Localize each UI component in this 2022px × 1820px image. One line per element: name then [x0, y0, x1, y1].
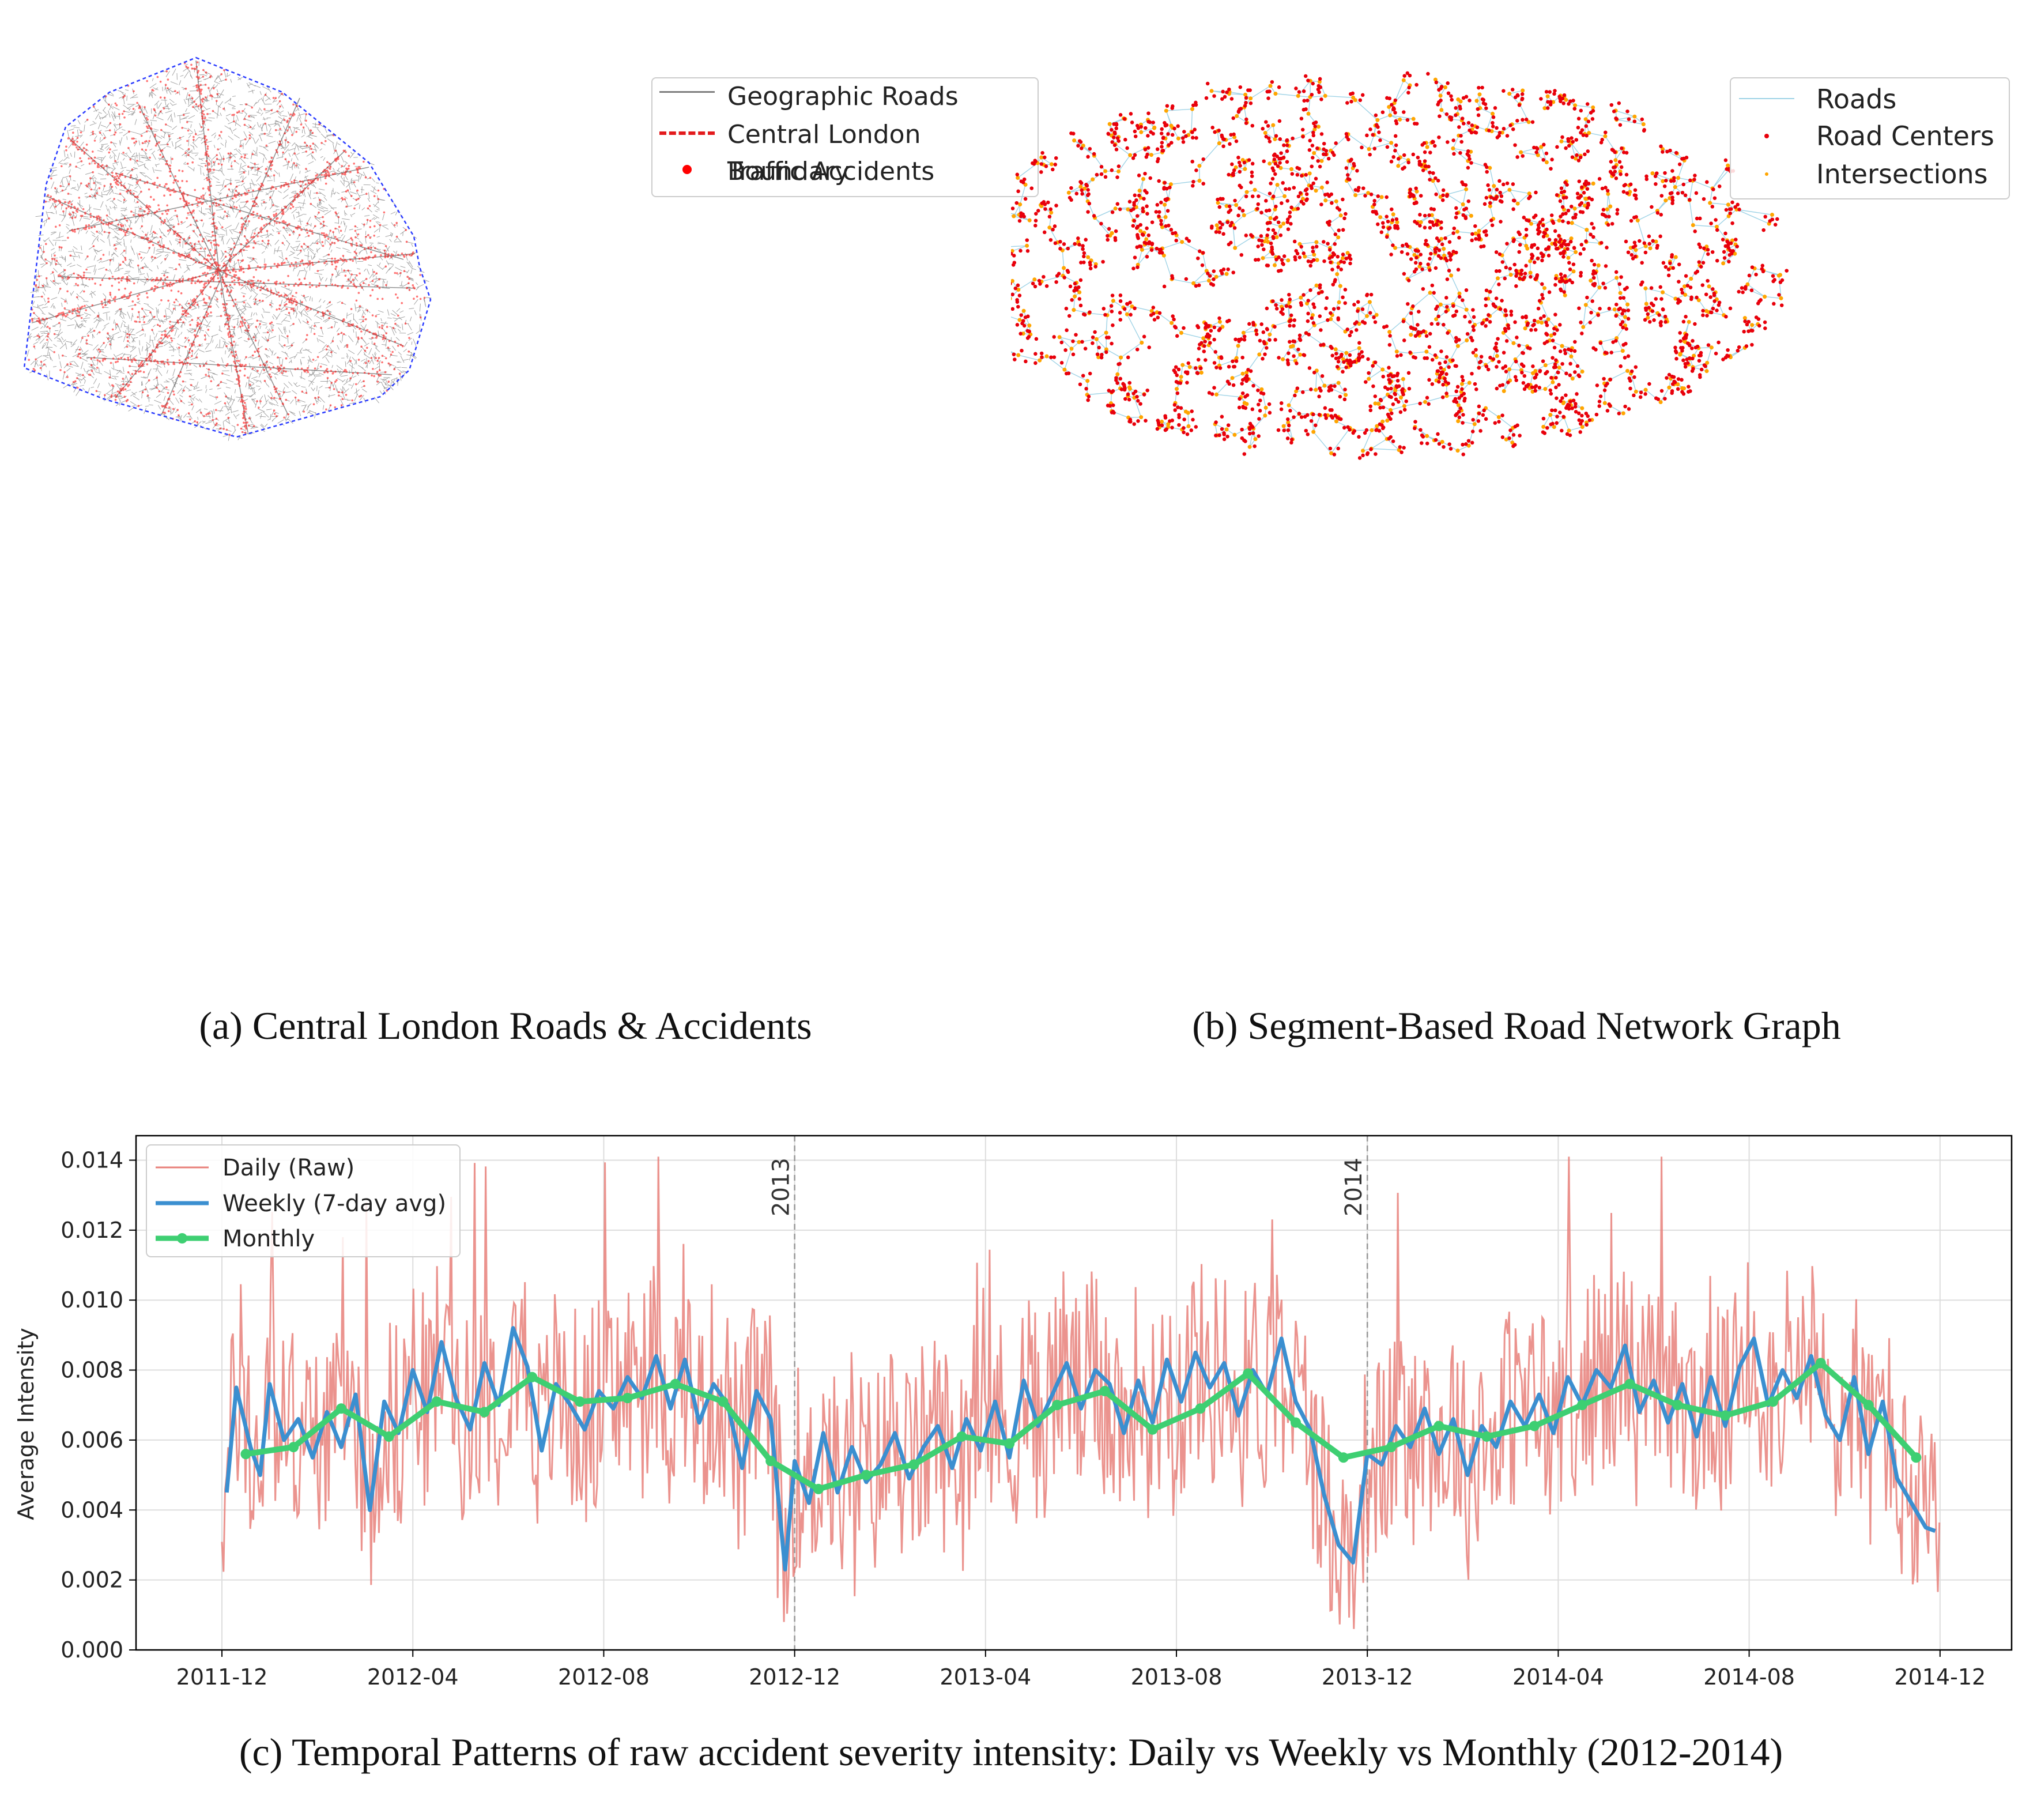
monthly-point: [431, 1396, 442, 1407]
panel-a-legend: [0, 0, 175, 56]
x-tick-label: 2012-08: [558, 1664, 650, 1690]
x-tick-label: 2013-12: [1322, 1664, 1413, 1690]
central-london-boundary: [23, 56, 432, 438]
monthly-point: [527, 1371, 538, 1382]
monthly-point: [479, 1407, 490, 1418]
x-tick-label: 2014-12: [1894, 1664, 1986, 1690]
y-tick-label: 0.014: [61, 1147, 123, 1173]
monthly-point: [1481, 1431, 1492, 1442]
x-tick-label: 2012-04: [367, 1664, 459, 1690]
panel-c: 2013 2014 0.000 0.002 0.004 0.006 0.008 0.010 0…: [0, 1118, 2022, 1820]
x-tick-label: 2013-08: [1131, 1664, 1223, 1690]
y-tick-label: 0.012: [61, 1218, 123, 1243]
legend-daily: Daily (Raw): [222, 1155, 354, 1181]
monthly-point: [1291, 1417, 1301, 1428]
panel-a-legend-box: Geographic Roads Central London Boundary…: [651, 77, 1039, 197]
monthly-point: [575, 1396, 585, 1407]
panel-c-caption: (c) Temporal Patterns of raw accident se…: [239, 1730, 1783, 1774]
y-tick-label: 0.010: [61, 1287, 123, 1313]
monthly-series: [240, 1358, 1922, 1494]
monthly-point: [908, 1459, 919, 1470]
y-tick-label: 0.006: [61, 1427, 123, 1453]
monthly-point: [1243, 1368, 1254, 1379]
y-axis-label: Average Intensity: [13, 1328, 39, 1520]
monthly-point: [1911, 1452, 1922, 1463]
daily-line: [221, 1156, 1941, 1629]
monthly-point: [1529, 1420, 1540, 1431]
monthly-point: [1433, 1420, 1444, 1431]
legend-monthly: Monthly: [222, 1226, 315, 1252]
panel-a-caption: (a) Central London Roads & Accidents: [199, 1004, 812, 1047]
weekly-series: [224, 1326, 1936, 1572]
panel-b-graph: [1011, 71, 1789, 460]
monthly-point: [1338, 1452, 1349, 1463]
monthly-point: [1624, 1378, 1635, 1389]
monthly-point: [1004, 1438, 1015, 1449]
monthly-point: [1672, 1400, 1683, 1411]
chart-axes: 0.000 0.002 0.004 0.006 0.008 0.010 0.012 0.014…: [61, 1135, 2013, 1690]
panel-b-caption: (b) Segment-Based Road Network Graph: [1192, 1004, 1841, 1047]
legend-geographic-roads: Geographic Roads: [727, 82, 959, 111]
legend-weekly: Weekly (7-day avg): [222, 1190, 446, 1217]
y-tick-label: 0.000: [61, 1637, 123, 1663]
x-tick-label: 2014-04: [1512, 1664, 1604, 1690]
monthly-point: [383, 1431, 394, 1442]
y-tick-label: 0.004: [61, 1497, 123, 1523]
legend-road-centers: Road Centers: [1816, 120, 1994, 152]
weekly-line: [224, 1326, 1936, 1572]
legend-intersections: Intersections: [1816, 159, 1988, 190]
x-tick-label: 2011-12: [176, 1664, 268, 1690]
monthly-point: [336, 1403, 346, 1414]
graph-road-centers: [1011, 71, 1789, 460]
monthly-point: [1768, 1396, 1778, 1407]
plot-frame: [135, 1135, 2013, 1651]
panel-b: Roads Road Centers Intersections (b) Seg…: [1011, 0, 2022, 1084]
monthly-point: [1863, 1400, 1874, 1411]
monthly-point: [813, 1483, 824, 1494]
x-tick-label: 2013-04: [940, 1664, 1031, 1690]
monthly-point: [622, 1393, 633, 1404]
year-marker-label: 2013: [768, 1158, 795, 1216]
daily-raw-series: [221, 1156, 1941, 1629]
legend-central-london-boundary: Central London Boundary: [727, 120, 921, 186]
legend-roads: Roads: [1816, 84, 1897, 115]
year-marker-label: 2014: [1341, 1158, 1367, 1216]
monthly-point: [956, 1431, 967, 1442]
monthly-point: [718, 1396, 729, 1407]
legend-traffic-accidents: Traffic Accidents: [727, 157, 935, 186]
y-tick-label: 0.008: [61, 1358, 123, 1383]
x-tick-label: 2014-08: [1703, 1664, 1795, 1690]
monthly-point: [765, 1456, 776, 1467]
monthly-point: [1576, 1400, 1587, 1411]
y-tick-label: 0.002: [61, 1567, 123, 1593]
monthly-point: [288, 1442, 299, 1453]
monthly-point: [1099, 1386, 1110, 1396]
monthly-point: [1815, 1358, 1826, 1369]
geographic-roads: [27, 60, 432, 441]
monthly-point: [861, 1469, 872, 1480]
panel-b-legend-box: Roads Road Centers Intersections: [1730, 77, 2010, 199]
monthly-line: [245, 1360, 1919, 1492]
monthly-point: [1386, 1442, 1397, 1453]
monthly-point: [1052, 1400, 1062, 1411]
temporal-chart: 2013 2014 0.0000.0020.0040.0060.0080.0100…: [13, 1135, 2013, 1690]
traffic-accidents: [28, 61, 426, 436]
x-tick-label: 2012-12: [749, 1664, 840, 1690]
monthly-point: [1195, 1403, 1206, 1414]
chart-legend: Daily (Raw) Weekly (7-day avg) Monthly: [146, 1144, 461, 1257]
monthly-point: [240, 1449, 251, 1460]
panel-a: Geographic Roads Central London Boundary…: [0, 0, 1039, 1084]
monthly-point: [1147, 1424, 1158, 1435]
monthly-point: [670, 1378, 681, 1389]
monthly-point: [1720, 1410, 1731, 1421]
year-markers: 2013 2014: [768, 1136, 1368, 1650]
panel-a-map: [23, 56, 432, 441]
